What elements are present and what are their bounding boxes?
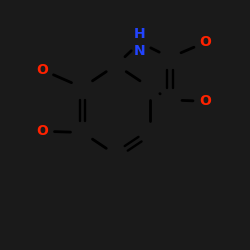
- Text: O: O: [36, 63, 48, 77]
- Text: O: O: [36, 124, 48, 138]
- Text: H
N: H N: [134, 28, 146, 58]
- Text: O: O: [199, 36, 211, 50]
- Text: O: O: [199, 94, 211, 108]
